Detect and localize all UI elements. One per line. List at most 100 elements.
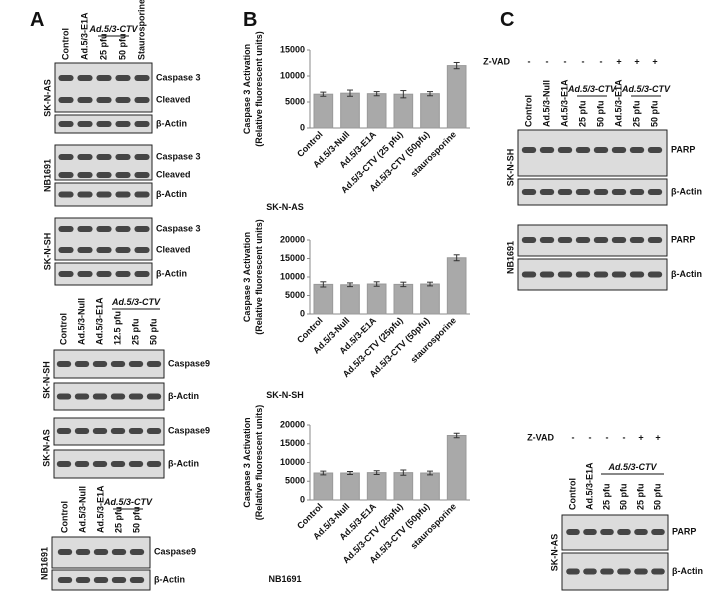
treatment-label: Z-VAD <box>483 56 510 66</box>
lane-label: 50 pfu <box>652 483 662 510</box>
lane-label: 25 pfu <box>631 100 641 127</box>
chart-title: NB1691 <box>268 574 301 584</box>
band <box>92 428 108 434</box>
group-label: Ad.5/3-CTV <box>607 462 657 472</box>
band <box>77 172 93 178</box>
y-tick-label: 5000 <box>285 476 305 486</box>
bar <box>420 283 440 315</box>
y-tick-label: 0 <box>300 308 305 318</box>
lane-label: Control <box>567 478 577 510</box>
band <box>115 191 131 198</box>
band <box>96 154 112 160</box>
bar <box>340 472 360 501</box>
band <box>134 75 150 81</box>
band-label: Caspase9 <box>154 546 196 556</box>
band <box>600 529 614 535</box>
band-label: β-Actin <box>671 269 702 279</box>
bar <box>366 283 387 315</box>
band-label: Caspase9 <box>168 358 210 368</box>
treatment-sign: + <box>634 56 639 66</box>
group-label: Ad.5/3-CTV <box>621 84 671 94</box>
treatment-sign: - <box>546 56 549 66</box>
lane-label: Staurosporine <box>136 0 146 60</box>
lane-label: Ad.5/3-E1A <box>94 297 104 345</box>
y-tick-label: 10000 <box>280 457 305 467</box>
band <box>74 361 90 367</box>
y-tick-label: 20000 <box>280 419 305 429</box>
band <box>647 189 663 195</box>
treatment-sign: - <box>564 56 567 66</box>
band <box>557 147 573 153</box>
band <box>115 121 131 127</box>
band <box>593 271 609 278</box>
lane-label: 25 pfu <box>113 506 123 533</box>
band <box>146 393 162 400</box>
lane-label: 25 pfu <box>577 100 587 127</box>
band <box>58 97 74 103</box>
lane-label: Ad.5/3-E1A <box>559 79 569 127</box>
band-label: β-Actin <box>156 268 187 278</box>
band <box>77 271 93 277</box>
band <box>611 237 627 243</box>
y-tick-label: 5000 <box>285 96 305 106</box>
band <box>521 271 537 278</box>
lane-label: 25 pfu <box>601 483 611 510</box>
lane-label: Control <box>59 501 69 533</box>
band-label: Caspase 3 <box>156 72 201 82</box>
lane-label: Control <box>58 313 68 345</box>
band <box>134 247 150 253</box>
group-label: Ad.5/3-CTV <box>88 24 138 34</box>
bar <box>313 93 334 129</box>
cell-line-label: NB1691 <box>505 241 515 274</box>
bar <box>313 283 334 315</box>
cell-line-label: SK-N-AS <box>549 534 559 572</box>
band <box>593 237 609 243</box>
band <box>115 247 131 253</box>
band <box>566 529 580 535</box>
blot-strip <box>53 349 165 379</box>
band <box>115 75 131 81</box>
treatment-label: Z-VAD <box>527 432 554 442</box>
band-label: β-Actin <box>156 118 187 128</box>
group-label: Ad.5/3-CTV <box>111 297 161 307</box>
panel-label: A <box>30 9 44 31</box>
band <box>96 97 112 103</box>
band <box>611 147 627 153</box>
band <box>129 549 145 555</box>
band <box>115 154 131 160</box>
treatment-sign: - <box>606 432 609 442</box>
y-axis-subtitle: (Relative fluorescent units) <box>254 405 264 521</box>
band <box>75 577 91 583</box>
lane-label: Ad.5/3-E1A <box>95 485 105 533</box>
band <box>77 75 93 81</box>
band <box>56 361 72 367</box>
cell-line-label: SK-N-SH <box>42 233 52 271</box>
band <box>56 428 72 434</box>
cell-line-label: SK-N-AS <box>42 79 52 117</box>
band <box>575 189 591 195</box>
band <box>128 428 144 434</box>
y-tick-label: 10000 <box>280 70 305 80</box>
band <box>521 147 537 153</box>
band <box>134 226 150 232</box>
bar <box>446 435 467 501</box>
band-label: β-Actin <box>154 574 185 584</box>
y-tick-label: 0 <box>300 494 305 504</box>
cell-line-label: NB1691 <box>39 547 49 580</box>
treatment-sign: - <box>582 56 585 66</box>
lane-label: Ad.5/3-E1A <box>613 79 623 127</box>
treatment-sign: + <box>652 56 657 66</box>
band <box>134 271 150 277</box>
band <box>629 189 645 195</box>
cell-line-label: SK-N-SH <box>505 149 515 187</box>
band <box>617 568 631 575</box>
treatment-sign: - <box>600 56 603 66</box>
band <box>128 461 144 467</box>
band <box>539 271 555 278</box>
band <box>111 549 127 555</box>
lane-label: 50 pfu <box>148 318 158 345</box>
band <box>521 189 537 195</box>
band <box>77 226 93 232</box>
band <box>96 226 112 232</box>
treatment-sign: - <box>589 432 592 442</box>
